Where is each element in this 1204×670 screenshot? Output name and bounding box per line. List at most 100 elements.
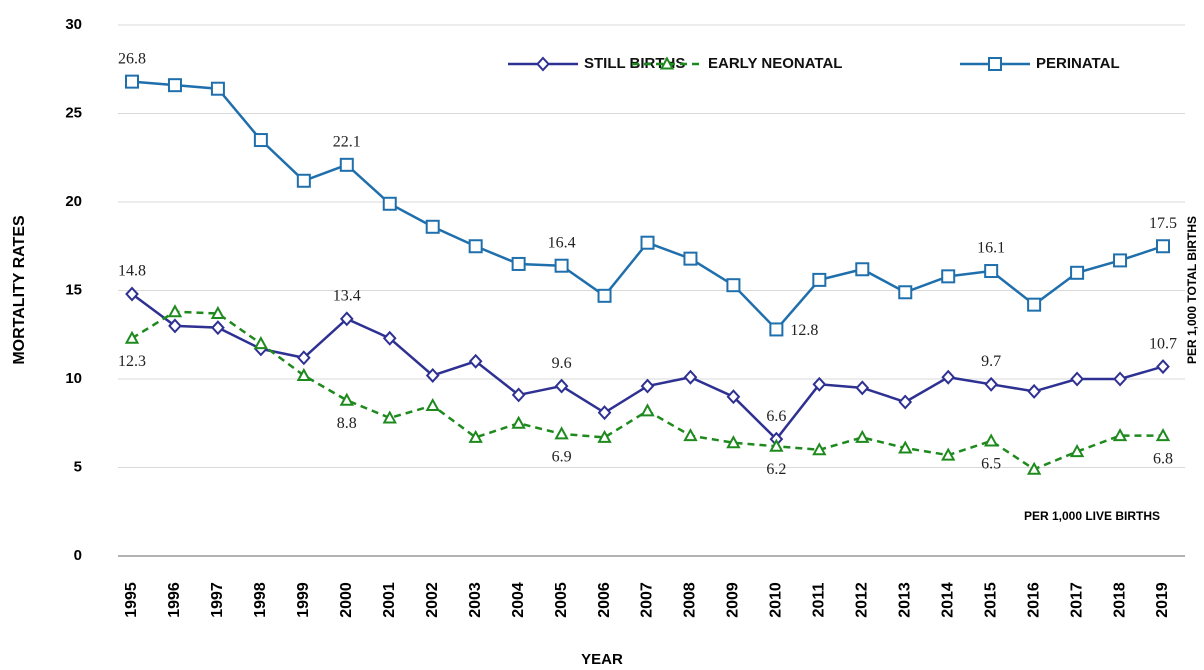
marker <box>425 397 440 412</box>
data-label: 6.6 <box>766 408 786 425</box>
x-tick-label: 1996 <box>166 582 183 618</box>
annotation: PER 1,000 TOTAL BIRTHS <box>1185 216 1199 364</box>
marker <box>382 410 397 424</box>
data-label: 10.7 <box>1149 335 1177 352</box>
marker <box>1069 443 1085 458</box>
marker <box>941 269 956 284</box>
data-label: 8.8 <box>337 415 357 432</box>
data-label: 22.1 <box>333 134 361 151</box>
marker <box>988 57 1002 71</box>
marker <box>554 378 569 394</box>
marker <box>1156 239 1170 254</box>
y-tick-label: 25 <box>65 104 82 121</box>
marker <box>1027 297 1042 312</box>
marker <box>597 405 612 421</box>
marker <box>536 56 550 72</box>
data-label: 9.6 <box>552 355 572 372</box>
marker <box>898 394 913 410</box>
marker <box>425 219 440 234</box>
marker <box>726 278 741 293</box>
marker <box>726 389 741 405</box>
x-tick-label: 1995 <box>123 582 140 618</box>
x-tick-label: 1998 <box>252 582 269 618</box>
legend-label: PERINATAL <box>1036 55 1120 72</box>
marker <box>1070 265 1085 280</box>
x-tick-label: 2013 <box>896 582 913 618</box>
x-tick-label: 2000 <box>338 582 355 618</box>
marker <box>1112 428 1128 442</box>
data-label: 12.8 <box>790 322 818 339</box>
marker <box>168 318 182 334</box>
x-tick-label: 2017 <box>1068 582 1085 618</box>
y-tick-label: 30 <box>65 16 82 33</box>
marker <box>468 239 483 254</box>
marker <box>511 415 526 429</box>
x-tick-label: 2016 <box>1025 582 1042 618</box>
data-label: 16.1 <box>977 240 1005 257</box>
marker <box>167 304 183 318</box>
marker <box>167 78 182 93</box>
marker <box>253 336 269 350</box>
marker <box>898 285 913 300</box>
x-tick-label: 2003 <box>467 582 484 618</box>
marker <box>210 81 225 96</box>
y-tick-label: 20 <box>65 193 82 210</box>
marker <box>640 378 655 394</box>
x-tick-label: 2015 <box>982 582 999 618</box>
annotation: PER 1,000 LIVE BIRTHS <box>1024 509 1160 523</box>
x-axis-title: YEAR <box>581 651 623 668</box>
data-label: 12.3 <box>118 353 146 370</box>
marker <box>898 440 913 454</box>
marker <box>339 157 354 172</box>
marker <box>640 235 655 250</box>
data-label: 14.8 <box>118 263 146 280</box>
marker <box>812 272 827 287</box>
marker <box>640 403 655 417</box>
marker <box>511 256 526 271</box>
marker <box>941 447 956 461</box>
marker <box>1027 383 1041 399</box>
marker <box>597 429 612 443</box>
x-tick-label: 2008 <box>682 582 699 618</box>
marker <box>683 369 698 385</box>
x-tick-label: 2005 <box>553 582 570 618</box>
marker <box>125 74 139 89</box>
y-tick-label: 0 <box>74 547 82 564</box>
marker <box>769 438 784 452</box>
marker <box>1070 371 1084 387</box>
marker <box>468 353 483 369</box>
marker <box>855 380 870 396</box>
marker <box>941 369 956 385</box>
marker <box>425 367 440 383</box>
marker <box>1156 359 1170 375</box>
marker <box>984 376 999 392</box>
marker <box>296 367 312 381</box>
x-tick-label: 2019 <box>1154 582 1171 618</box>
marker <box>726 435 741 449</box>
legend-label: EARLY NEONATAL <box>708 55 842 72</box>
x-tick-label: 2012 <box>854 582 871 618</box>
marker <box>554 258 569 273</box>
marker <box>1026 461 1042 475</box>
data-label: 13.4 <box>333 287 361 304</box>
marker <box>296 173 311 188</box>
marker <box>1155 428 1171 442</box>
data-label: 9.7 <box>981 353 1001 370</box>
data-label: 6.8 <box>1153 450 1173 467</box>
x-tick-label: 2002 <box>424 582 441 618</box>
marker <box>812 442 827 456</box>
marker <box>211 320 225 336</box>
marker <box>125 286 139 302</box>
marker <box>855 262 870 277</box>
marker <box>983 433 999 447</box>
marker <box>253 133 268 148</box>
y-axis-title: MORTALITY RATES <box>11 215 28 365</box>
marker <box>339 392 354 406</box>
marker <box>597 288 612 303</box>
x-tick-label: 2018 <box>1111 582 1128 618</box>
x-tick-label: 2010 <box>768 582 785 618</box>
x-tick-label: 2011 <box>811 583 828 618</box>
y-tick-label: 10 <box>65 370 82 387</box>
marker <box>210 305 226 320</box>
marker <box>339 311 354 327</box>
